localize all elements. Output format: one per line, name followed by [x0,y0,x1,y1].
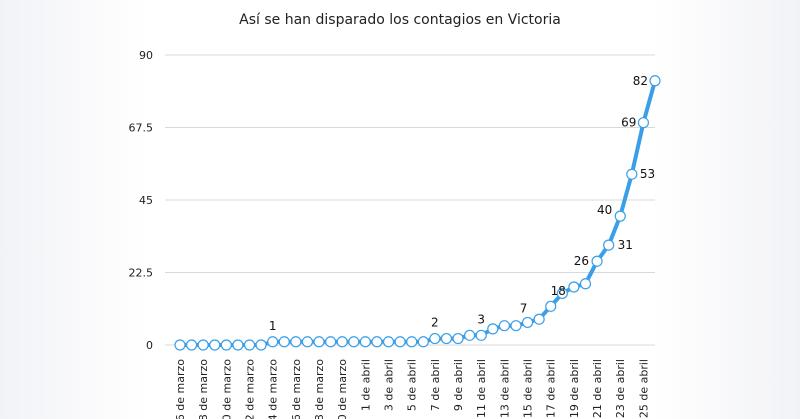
data-point [429,332,441,345]
data-point [498,320,510,332]
data-point [290,336,302,348]
data-point [301,336,314,348]
data-label: 53 [640,167,655,181]
data-label: 69 [621,116,636,130]
y-tick-label: 90 [139,49,153,62]
data-label: 18 [551,284,566,298]
data-point [267,336,279,348]
x-tick-label: 26 de marzo [290,359,303,419]
data-point [185,339,198,351]
data-point [440,332,453,345]
data-point [278,336,290,348]
data-point [348,336,360,348]
data-point [591,255,603,267]
data-label: 1 [269,319,277,333]
x-tick-label: 30 de marzo [336,359,349,419]
x-tick-label: 16 de marzo [174,359,187,419]
data-point [637,117,650,129]
x-tick-label: 18 de marzo [197,359,210,419]
x-tick-label: 1 de abril [359,359,372,411]
x-tick-label: 25 de abril [637,359,650,418]
data-label: 7 [520,301,528,315]
y-tick-label: 67.5 [129,122,154,135]
data-point [232,339,244,351]
data-label: 82 [633,74,648,88]
y-tick-label: 22.5 [129,267,154,280]
data-point [417,336,429,348]
data-point [382,336,395,348]
data-point [649,75,661,87]
data-point [197,339,209,351]
y-tick-label: 0 [146,339,153,352]
data-point [406,336,418,348]
data-point [371,336,383,348]
data-point [568,281,580,293]
x-tick-label: 17 de abril [545,359,558,418]
data-point [220,339,232,351]
data-point [255,339,267,351]
data-point [533,313,545,325]
x-tick-label: 13 de abril [498,359,511,418]
x-tick-label: 23 de abril [614,359,627,418]
x-tick-label: 5 de abril [406,359,419,411]
x-tick-label: 24 de marzo [267,359,280,419]
x-tick-label: 20 de marzo [220,359,233,419]
data-point [487,323,499,335]
data-point [209,339,221,351]
data-point [545,300,557,312]
data-point [452,332,464,345]
x-tick-label: 21 de abril [591,359,604,418]
right-background-panel [650,0,800,419]
x-tick-label: 9 de abril [452,359,465,411]
data-point [325,336,337,348]
data-point [603,239,615,251]
y-tick-label: 45 [139,194,153,207]
data-point [243,339,256,351]
left-background-panel [0,0,150,419]
data-label: 31 [618,238,633,252]
data-point [174,339,186,351]
data-point [626,168,638,180]
data-point [464,329,476,341]
data-point [475,329,487,341]
data-label: 3 [477,312,485,326]
x-tick-label: 28 de marzo [313,359,326,419]
data-point [359,336,371,348]
data-point [521,316,534,329]
data-label: 26 [574,254,589,268]
data-point [336,336,348,348]
x-tick-label: 15 de abril [522,359,535,418]
x-tick-label: 19 de abril [568,359,581,418]
data-point [394,336,406,348]
data-label: 2 [431,316,439,330]
chart-title: Así se han disparado los contagios en Vi… [239,12,561,28]
data-point [579,278,592,290]
x-tick-label: 3 de abril [383,359,396,411]
x-tick-label: 7 de abril [429,359,442,411]
data-point [614,210,626,222]
data-label: 40 [597,203,612,217]
x-tick-label: 11 de abril [475,359,488,418]
x-tick-label: 22 de marzo [244,359,257,419]
data-point [313,336,325,348]
data-point [556,287,568,300]
series-line [180,80,657,347]
data-point [510,320,522,332]
